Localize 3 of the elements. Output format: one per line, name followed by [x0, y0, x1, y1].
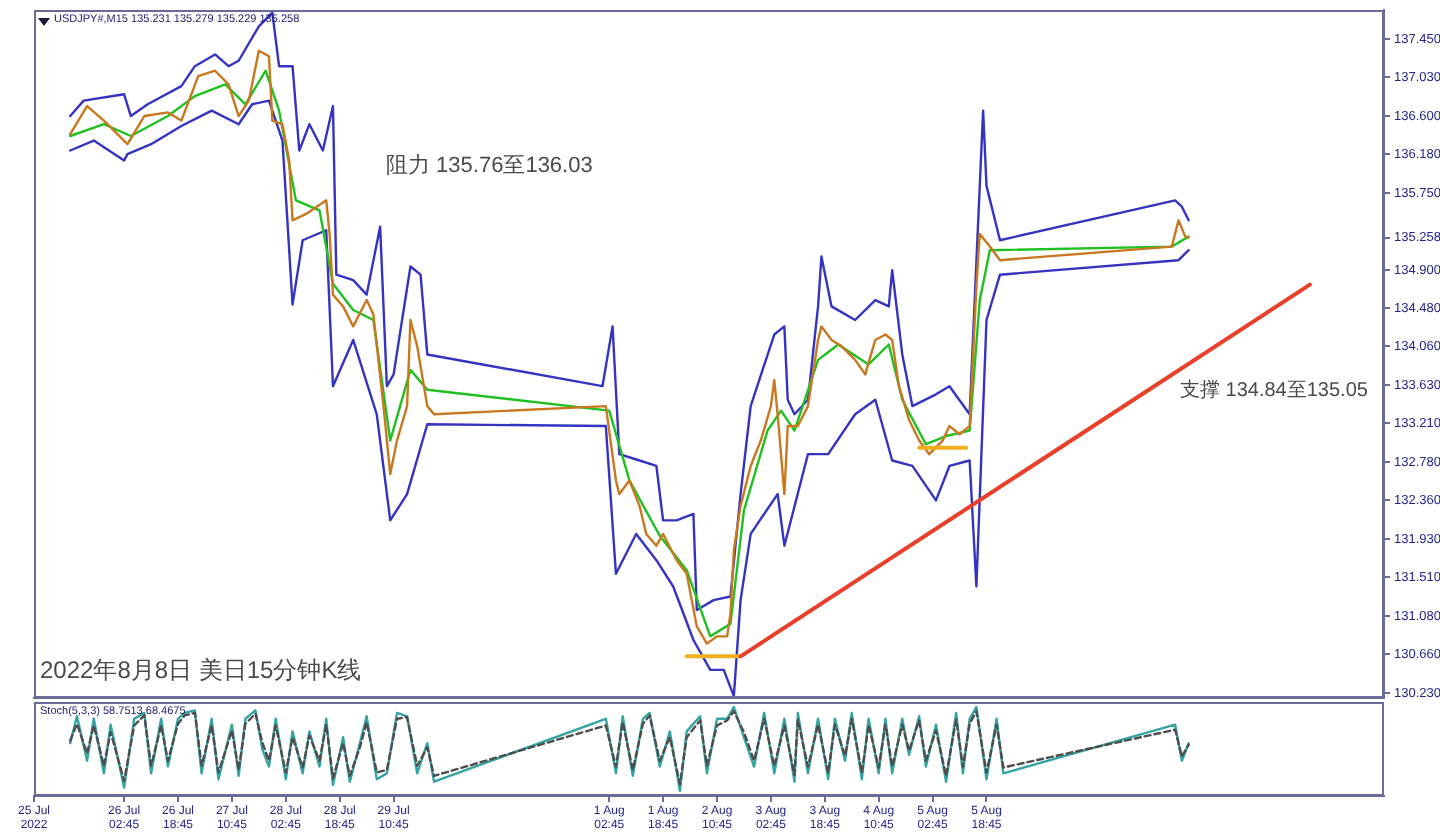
annotation: 阻力 135.76至136.03	[386, 152, 593, 180]
annotation: 支撑 134.84至135.05	[1180, 378, 1368, 404]
annotation: 2022年8月8日 美日15分钟K线	[40, 656, 362, 686]
